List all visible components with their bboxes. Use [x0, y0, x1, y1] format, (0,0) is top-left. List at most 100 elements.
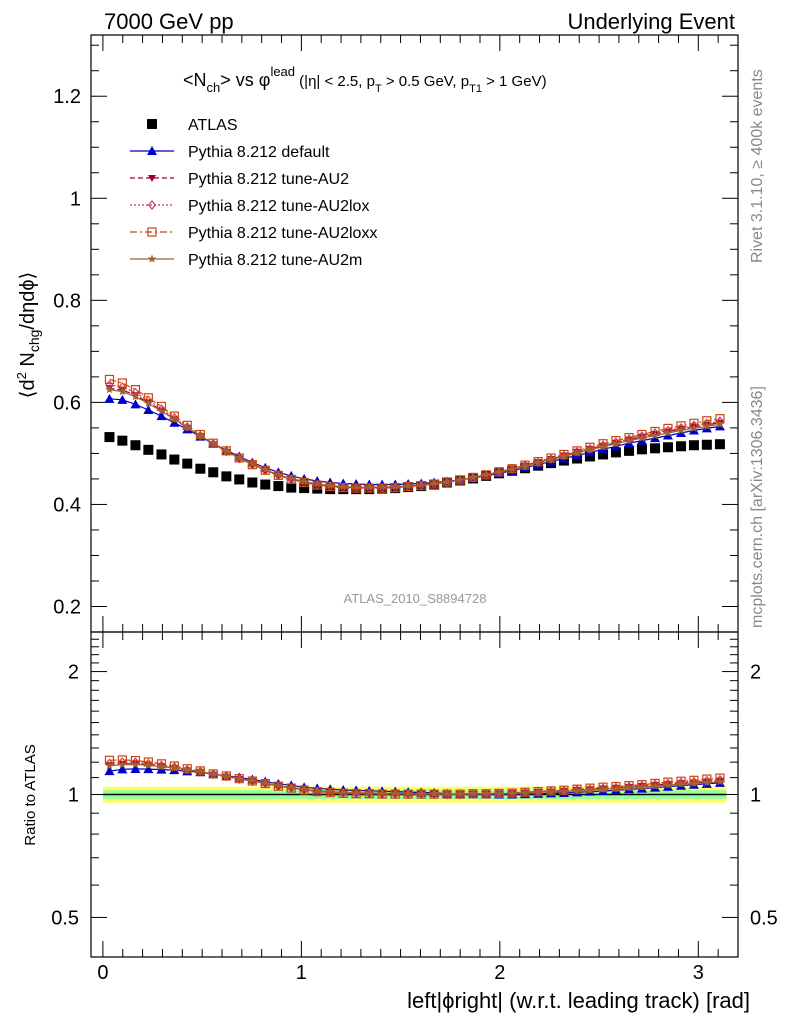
ratio-data-point [468, 789, 478, 798]
data-point [286, 482, 297, 493]
data-point [170, 414, 179, 423]
legend-label: Pythia 8.212 tune-AU2loxx [188, 225, 377, 242]
data-point [273, 481, 284, 492]
data-point [559, 449, 569, 460]
ratio-data-point [403, 789, 413, 798]
title-cuts-a: (|η| < 2.5, p [295, 73, 375, 90]
x-axis-label: left|ϕright| (w.r.t. leading track) [rad… [407, 988, 750, 1013]
ratio-data-point [611, 784, 621, 793]
data-point [144, 398, 153, 408]
data-point [222, 446, 231, 456]
data-point [338, 482, 348, 491]
ratio-data-point [559, 787, 569, 796]
ratio-data-point [131, 760, 140, 769]
analysis-watermark: ATLAS_2010_S8894728 [344, 591, 487, 606]
ratio-data-point [533, 786, 543, 797]
ratio-y-tick-label-left: 0.5 [51, 907, 79, 929]
ratio-data-point [104, 766, 115, 776]
data-point [299, 483, 310, 494]
data-point [325, 481, 335, 490]
ratio-data-point [248, 776, 257, 785]
ratio-data-point [715, 777, 725, 786]
data-point [663, 428, 673, 437]
ratio-data-point [196, 767, 205, 776]
ratio-data-point [325, 787, 335, 796]
legend-marker [148, 175, 156, 182]
main-y-tick-label: 0.2 [53, 596, 81, 618]
data-point [130, 440, 141, 451]
legend-label: Pythia 8.212 tune-AU2m [188, 252, 362, 269]
ratio-data-point [546, 786, 556, 796]
data-point [455, 475, 465, 484]
ratio-data-point [520, 788, 530, 797]
ratio-data-point [585, 783, 595, 793]
ratio-data-point [130, 763, 141, 773]
data-point [170, 412, 179, 423]
ratio-data-point [455, 789, 465, 798]
main-y-tick-label: 1 [70, 188, 81, 210]
data-point [131, 392, 140, 401]
data-point [105, 385, 114, 394]
data-point [248, 459, 257, 468]
data-point [715, 419, 725, 428]
data-point [559, 450, 569, 461]
data-point [299, 476, 309, 486]
mcplots-label: mcplots.cern.ch [arXiv:1306.3436] [749, 386, 766, 628]
data-point [636, 444, 647, 455]
data-point [156, 411, 167, 421]
ratio-data-point [507, 788, 517, 797]
main-y-axis-label: ⟨d2 Nchg/dηdϕ⟩ [14, 272, 42, 399]
x-tick-label: 2 [494, 962, 505, 984]
ratio-y-tick-label-right: 0.5 [750, 907, 778, 929]
data-point [104, 432, 115, 443]
ratio-data-point [118, 760, 127, 769]
ratio-data-point [299, 784, 309, 793]
data-point [650, 443, 661, 454]
data-point [195, 463, 206, 474]
main-series [104, 374, 725, 495]
title-sub-ch: ch [207, 80, 221, 95]
ylabel-sub-chg: chg [26, 330, 42, 353]
rivet-label: Rivet 3.1.10, ≥ 400k events [749, 69, 766, 263]
data-point [195, 429, 205, 440]
data-point [208, 439, 218, 448]
data-point [260, 465, 270, 474]
data-point [637, 433, 647, 442]
ratio-data-point [702, 778, 712, 787]
data-point [351, 482, 361, 491]
ratio-data-point [624, 783, 634, 792]
x-tick-label: 1 [296, 962, 307, 984]
data-point [611, 437, 621, 448]
data-point [714, 439, 725, 450]
ratio-data-point [676, 779, 686, 788]
data-point [429, 479, 439, 488]
data-point [598, 449, 609, 460]
ylabel-sup2: 2 [14, 372, 29, 379]
legend: ATLAS Pythia 8.212 default Pythia 8.212 tu… [130, 117, 377, 269]
data-point [286, 473, 296, 483]
ratio-data-point [260, 778, 270, 787]
ratio-data-point [598, 784, 608, 793]
x-tick-label: 3 [693, 962, 704, 984]
ratio-data-point [624, 780, 634, 791]
ratio-data-point [585, 785, 595, 794]
ratio-data-point [274, 781, 283, 790]
data-point [689, 423, 699, 433]
data-point [611, 439, 621, 448]
title-lead: <N [183, 70, 207, 90]
data-point [676, 441, 687, 452]
ratio-data-point [182, 765, 192, 774]
title-cuts-b: > 0.5 GeV, p [382, 73, 469, 90]
legend-label: Pythia 8.212 tune-AU2lox [188, 198, 369, 215]
data-point [104, 374, 115, 385]
data-point [520, 461, 530, 470]
ratio-data-point [637, 780, 647, 791]
data-point [572, 446, 582, 456]
ratio-data-point [650, 781, 660, 790]
data-point [533, 458, 543, 467]
x-tick-label: 0 [97, 962, 108, 984]
main-y-tick-label: 1.2 [53, 86, 81, 108]
ylabel-open: ⟨d [17, 379, 39, 398]
